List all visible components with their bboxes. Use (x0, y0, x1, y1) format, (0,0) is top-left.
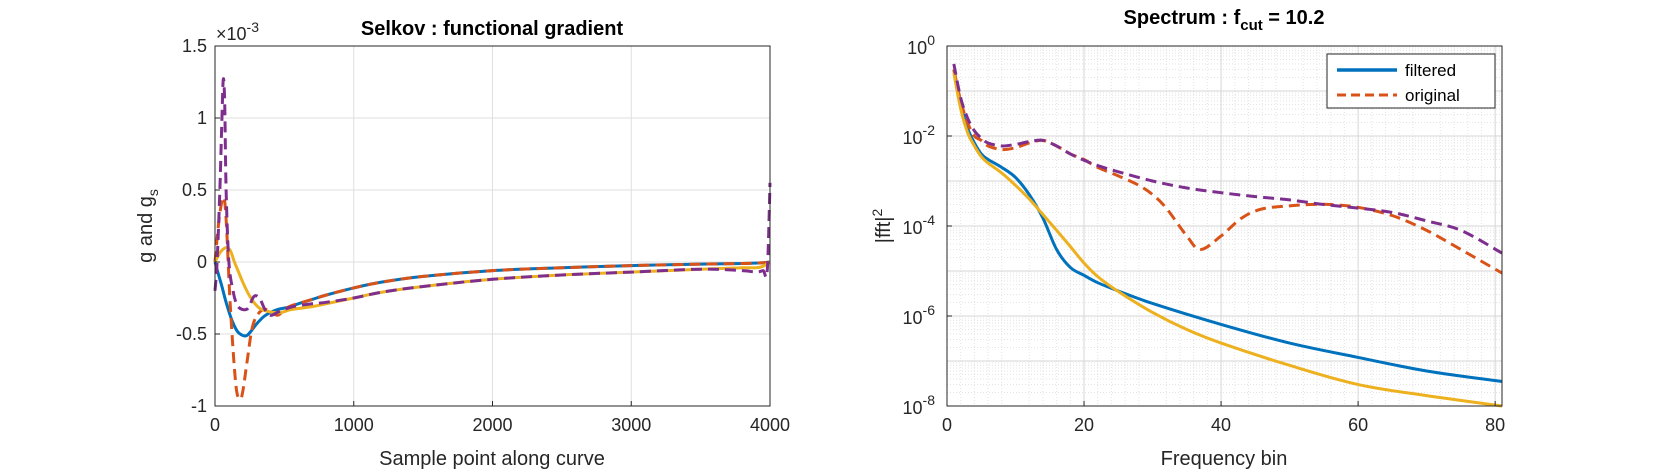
right-series-purple (952, 63, 1503, 255)
left-exponent-label: ×10-3 (216, 19, 259, 44)
right-ytick-exponent: -8 (923, 392, 936, 408)
right-title-main: Spectrum : f (1124, 7, 1241, 29)
right-ytick-base: 10 (903, 218, 923, 238)
right-ytick-base: 10 (903, 128, 923, 148)
left-series-orange (213, 195, 771, 401)
left-series-purple (213, 77, 772, 317)
right-title-sub: cut (1240, 17, 1263, 34)
left-xtick-label: 0 (210, 415, 220, 435)
left-exponent-power: -3 (247, 19, 260, 35)
right-title: Spectrum : fcut = 10.2 (1124, 7, 1325, 34)
right-ytick-label: 10-2 (903, 122, 936, 148)
left-ytick-label: -1 (191, 396, 207, 416)
left-plot: 0 1000 2000 3000 4000 -1 -0.5 0 0.5 1 1.5 Selkov :… (135, 18, 790, 470)
right-lines (952, 63, 1503, 408)
right-title-rest: = 10.2 (1263, 7, 1325, 29)
left-axes (214, 45, 771, 407)
left-ylabel-sub: s (145, 189, 161, 196)
left-ytick-label: 1 (197, 108, 207, 128)
right-series-orange (952, 69, 1503, 275)
left-ytick-label: -0.5 (176, 324, 207, 344)
left-ytick-label: 1.5 (182, 36, 207, 56)
right-xtick-label: 80 (1485, 415, 1505, 435)
left-exponent-prefix: ×10 (216, 24, 247, 44)
right-axes (946, 45, 1503, 407)
left-ylabel-main: g and g (135, 196, 157, 263)
left-title: Selkov : functional gradient (361, 18, 624, 40)
left-axes-box (214, 45, 771, 407)
left-ytick-label: 0 (197, 252, 207, 272)
right-xtick-label: 40 (1211, 415, 1231, 435)
legend-box (1326, 53, 1496, 109)
left-xtick-label: 3000 (611, 415, 651, 435)
left-ylabel: g and gs (135, 189, 161, 263)
left-ytick-label: 0.5 (182, 180, 207, 200)
right-ytick-base: 10 (903, 398, 923, 418)
right-ylabel-sup: 2 (869, 209, 885, 217)
legend-label-original: original (1405, 86, 1460, 105)
right-ytick-exponent: -6 (923, 302, 936, 318)
right-ytick-label: 10-6 (903, 302, 936, 328)
right-ylabel: |fft|2 (869, 209, 895, 244)
right-ytick-label: 10-4 (903, 212, 936, 238)
left-lines (213, 77, 772, 401)
right-xtick-label: 60 (1348, 415, 1368, 435)
left-xtick-label: 2000 (472, 415, 512, 435)
right-xtick-label: 0 (942, 415, 952, 435)
legend-label-filtered: filtered (1405, 61, 1456, 80)
right-ytick-exponent: -2 (923, 122, 936, 138)
left-xtick-label: 1000 (334, 415, 374, 435)
right-ytick-exponent: -4 (923, 212, 936, 228)
legend: filtered original (1326, 53, 1496, 109)
right-ytick-label: 100 (907, 32, 935, 58)
right-axes-box (946, 45, 1503, 407)
right-ytick-label: 10-8 (903, 392, 936, 418)
left-xtick-label: 4000 (750, 415, 790, 435)
left-tick-labels: 0 1000 2000 3000 4000 -1 -0.5 0 0.5 1 1.5 (176, 36, 790, 435)
right-ytick-base: 10 (903, 308, 923, 328)
right-ytick-base: 10 (907, 38, 927, 58)
left-xlabel: Sample point along curve (379, 448, 605, 470)
right-ytick-exponent: 0 (927, 32, 935, 48)
right-series-yellow (952, 72, 1503, 408)
right-xtick-label: 20 (1074, 415, 1094, 435)
right-xlabel: Frequency bin (1161, 448, 1288, 470)
right-ylabel-main: |fft| (873, 217, 895, 244)
